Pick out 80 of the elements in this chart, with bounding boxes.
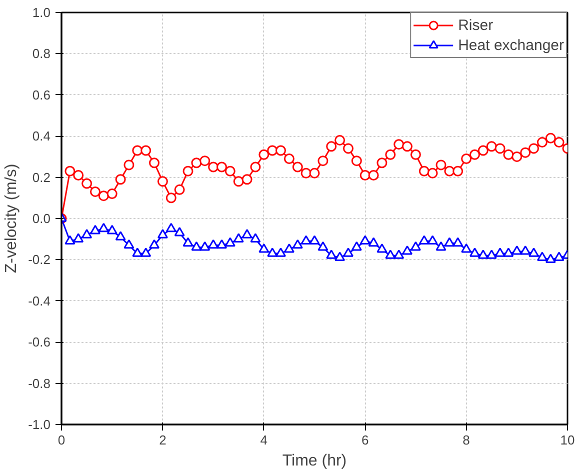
point [224,237,236,247]
point [267,248,278,257]
y-tick-label: -0.6 [28,334,51,350]
point [410,241,421,251]
point [182,237,194,247]
point [376,243,388,253]
y-tick-label: 0.8 [32,46,51,62]
point [444,237,455,247]
y-tick-label: 0.2 [32,170,51,185]
point [402,246,412,255]
point [385,250,396,259]
y-tick-label: 0.4 [32,128,51,144]
point [520,246,531,255]
point [351,241,362,251]
point [276,248,286,257]
point [82,229,92,238]
y-tick-label: 0.0 [32,211,51,226]
point [545,254,556,264]
point [106,224,118,234]
point [394,250,404,259]
point [309,235,320,245]
y-tick-label: -0.2 [28,252,51,268]
x-tick-label: 2 [159,432,166,448]
point [140,248,152,257]
point [334,252,346,261]
point [368,237,379,247]
point [132,248,143,257]
y-tick-label: -0.4 [28,293,51,308]
x-axis-title: Time (hr) [282,452,347,470]
point [174,226,185,236]
point [554,252,564,261]
point [208,239,219,249]
y-tick-label: -0.8 [28,376,51,391]
point [318,241,328,251]
point [326,250,337,259]
point [292,239,303,249]
point [452,237,464,247]
x-tick-label: 4 [260,432,268,448]
point [166,222,176,232]
point [149,239,160,249]
point [470,248,480,257]
x-tick-label: 6 [361,432,369,448]
legend-label: Heat exchanger [458,36,564,54]
point [418,235,430,245]
x-tick-label: 8 [462,432,470,448]
point [343,248,354,257]
point [427,235,438,245]
point [200,241,210,251]
point [478,250,488,259]
point [436,241,446,251]
x-tick-label: 10 [560,432,575,448]
point [73,233,84,242]
point [503,248,514,257]
y-tick-label: 1.0 [32,5,51,20]
point [300,235,312,245]
point [536,252,548,261]
point [64,235,76,245]
point [157,229,168,238]
point [98,222,109,232]
point [461,243,472,253]
point [512,246,522,255]
point [191,241,202,251]
y-tick-label: 0.6 [32,87,51,102]
y-tick-label: -1.0 [28,417,51,432]
point [494,248,506,257]
point [360,235,370,245]
point [233,233,244,242]
y-axis-title: Z-velocity (m/s) [3,164,20,274]
point [284,243,294,253]
point [124,239,134,249]
x-tick-label: 0 [58,432,66,448]
point [528,248,539,257]
point [216,239,227,249]
point [90,224,100,234]
legend-label: Riser [458,16,494,34]
point [486,250,497,259]
point [115,231,126,240]
point [250,233,261,242]
point [258,243,270,253]
point [242,229,252,238]
